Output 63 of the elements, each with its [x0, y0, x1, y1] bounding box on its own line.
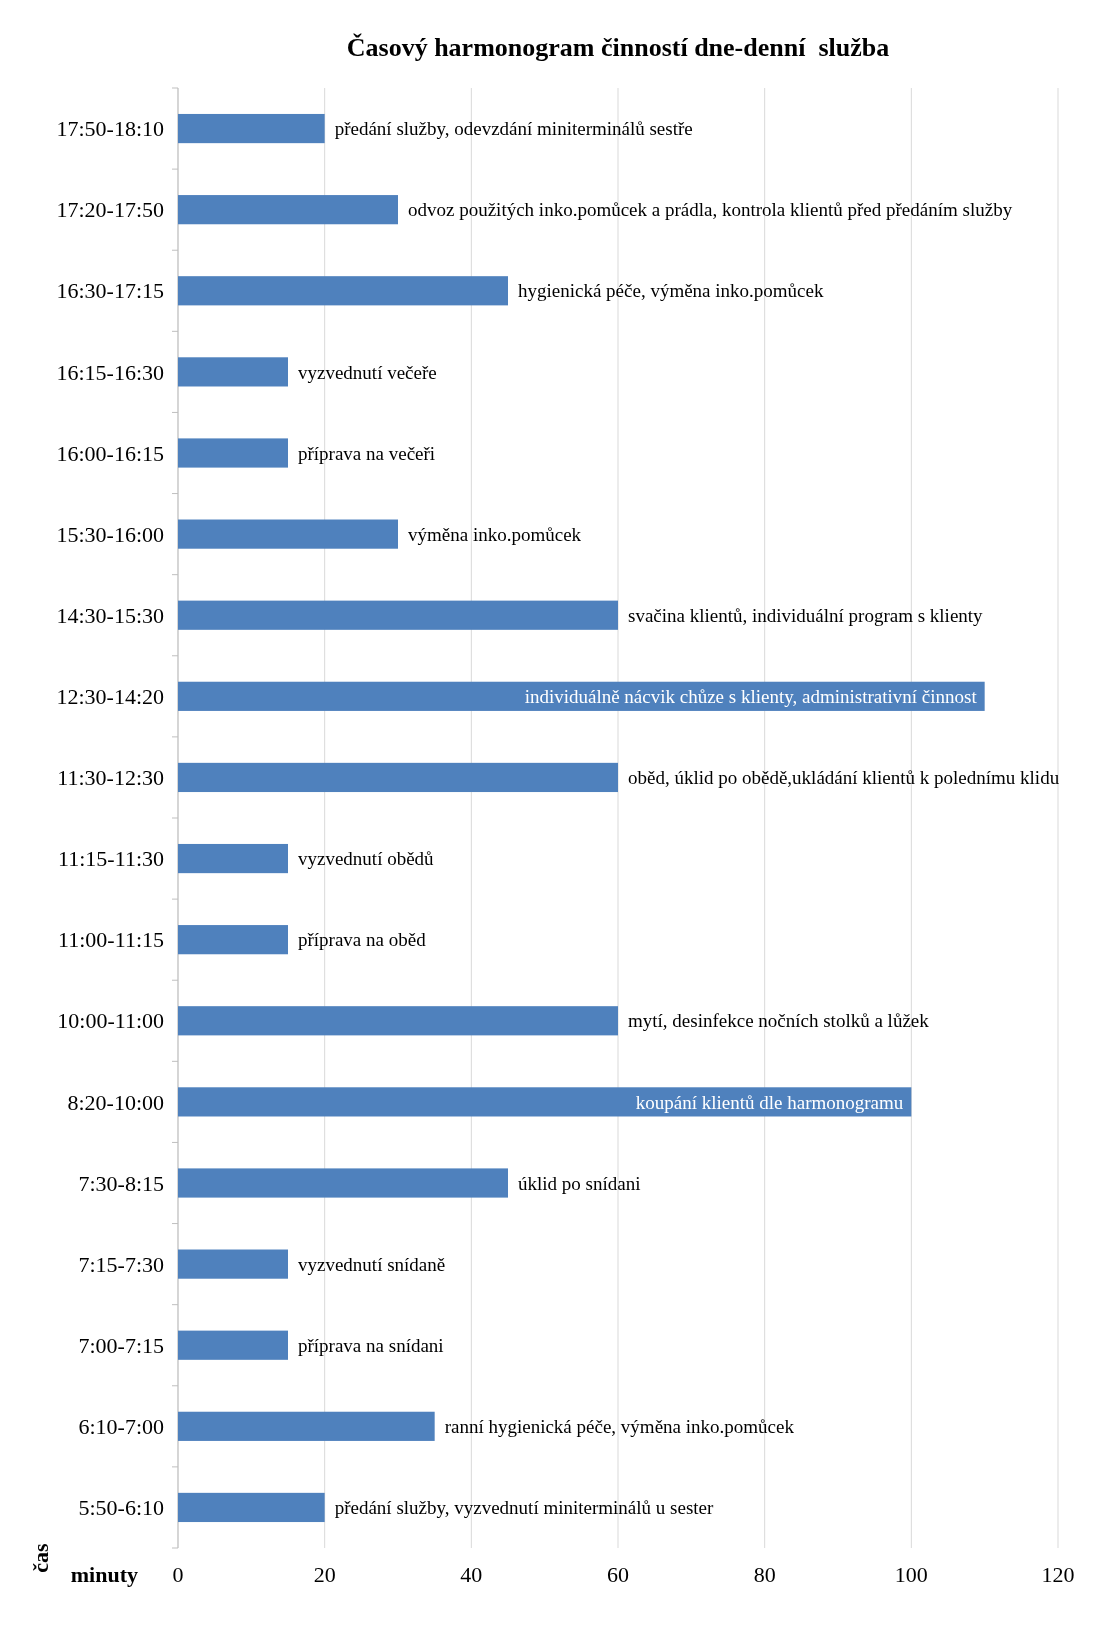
bar — [178, 438, 288, 468]
bar — [178, 1087, 912, 1117]
data-label: příprava na snídani — [298, 1334, 444, 1356]
x-axis-title: minuty — [70, 1562, 138, 1587]
y-tick-label: 7:00-7:15 — [78, 1332, 164, 1358]
x-tick-label: 120 — [1041, 1562, 1075, 1587]
data-label: oběd, úklid po obědě,ukládání klientů k polednímu klidu — [628, 767, 1060, 789]
data-label: koupání klientů dle harmonogramu — [635, 1091, 904, 1113]
y-tick-label: 16:00-16:15 — [56, 440, 164, 466]
bar — [178, 925, 288, 955]
y-tick-label: 8:20-10:00 — [67, 1089, 164, 1115]
y-tick-label: 11:00-11:15 — [58, 927, 164, 953]
y-tick-label: 17:20-17:50 — [56, 197, 164, 223]
x-tick-label: 80 — [753, 1562, 776, 1587]
bar — [178, 195, 398, 225]
data-label: mytí, desinfekce nočních stolků a lůžek — [628, 1010, 930, 1032]
y-tick-label: 5:50-6:10 — [78, 1495, 164, 1521]
bar — [178, 843, 288, 874]
data-label: odvoz použitých inko.pomůcek a prádla, kontrola klientů před předáním služby — [408, 199, 1013, 221]
data-label: příprava na oběd — [298, 929, 427, 951]
data-label: hygienická péče, výměna inko.pomůcek — [518, 280, 824, 302]
y-tick-label: 11:15-11:30 — [58, 846, 164, 872]
data-label: výměna inko.pomůcek — [408, 523, 582, 545]
y-tick-label: 16:15-16:30 — [56, 359, 164, 385]
y-tick-label: 10:00-11:00 — [57, 1008, 164, 1034]
y-tick-label: 14:30-15:30 — [56, 602, 164, 628]
bar — [178, 357, 288, 387]
x-tick-label: 20 — [313, 1562, 336, 1587]
y-tick-label: 7:30-8:15 — [78, 1170, 164, 1196]
y-axis-title: čas — [28, 1542, 53, 1573]
x-tick-label: 60 — [607, 1562, 629, 1587]
bar — [178, 1411, 435, 1441]
bar — [178, 519, 398, 549]
x-tick-label: 0 — [172, 1562, 184, 1587]
data-label: vyzvednutí večeře — [298, 361, 437, 383]
x-tick-label: 40 — [460, 1562, 483, 1587]
bar — [178, 1330, 288, 1360]
y-tick-label: 17:50-18:10 — [56, 116, 164, 142]
y-tick-label: 7:15-7:30 — [78, 1251, 164, 1277]
bar — [178, 113, 325, 144]
y-tick-label: 12:30-14:20 — [56, 684, 164, 710]
data-label: ranní hygienická péče, výměna inko.pomůcek — [444, 1415, 795, 1437]
y-tick-label: 15:30-16:00 — [56, 521, 164, 547]
bar — [178, 1168, 508, 1198]
data-label: předání služby, odevzdání miniterminálů sestře — [334, 118, 693, 140]
bar — [178, 276, 508, 306]
bar — [178, 600, 618, 630]
bar — [178, 1006, 618, 1036]
data-label: individuálně nácvik chůze s klienty, administrativní činnost — [524, 685, 978, 707]
chart-title: Časový harmonogram činností dne-denní služba — [346, 33, 890, 62]
data-label: příprava na večeři — [298, 442, 436, 464]
data-label: vyzvednutí obědů — [298, 848, 435, 870]
bar — [178, 762, 618, 793]
data-label: úklid po snídani — [518, 1172, 641, 1194]
y-tick-label: 11:30-12:30 — [57, 765, 164, 791]
data-label: svačina klientů, individuální program s klienty — [628, 604, 984, 626]
bar — [178, 1249, 288, 1279]
y-tick-label: 16:30-17:15 — [56, 278, 164, 304]
x-tick-label: 100 — [894, 1562, 928, 1587]
bar — [178, 1492, 325, 1523]
data-label: vyzvednutí snídaně — [298, 1253, 446, 1275]
data-label: předání služby, vyzvednutí miniterminálů u sester — [334, 1497, 715, 1519]
y-tick-label: 6:10-7:00 — [78, 1414, 164, 1440]
